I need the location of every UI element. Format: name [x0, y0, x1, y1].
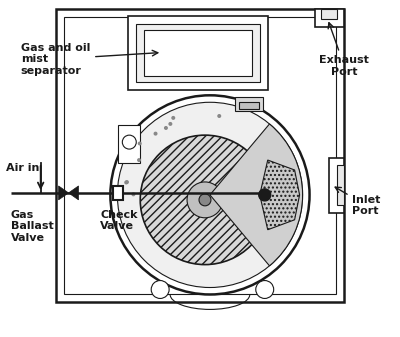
Circle shape [168, 122, 172, 126]
Polygon shape [260, 160, 300, 230]
Text: Air in: Air in [6, 163, 39, 173]
Bar [64, 17, 336, 295]
Bar [136, 24, 260, 82]
Circle shape [122, 135, 136, 149]
Circle shape [154, 132, 158, 135]
Circle shape [132, 192, 136, 196]
Bar [235, 97, 263, 111]
Text: Gas
Ballast
Valve: Gas Ballast Valve [11, 210, 54, 243]
Circle shape [117, 102, 302, 287]
Circle shape [137, 158, 141, 162]
Bar [314, 9, 344, 27]
Bar [144, 30, 252, 76]
Wedge shape [210, 124, 302, 266]
Bar [322, 9, 338, 19]
Text: Gas and oil
mist
separator: Gas and oil mist separator [21, 42, 158, 76]
Circle shape [110, 95, 310, 295]
Circle shape [164, 126, 168, 130]
Circle shape [256, 280, 274, 299]
Circle shape [199, 194, 211, 206]
Polygon shape [58, 186, 68, 200]
Bar [239, 102, 259, 109]
Circle shape [140, 135, 270, 265]
Circle shape [259, 189, 271, 201]
Circle shape [171, 116, 175, 120]
Bar [118, 125, 140, 163]
Text: Exhaust
Port: Exhaust Port [320, 23, 369, 77]
Bar [56, 9, 344, 302]
Bar [330, 158, 344, 213]
Circle shape [138, 142, 142, 146]
Polygon shape [68, 186, 78, 200]
Circle shape [187, 182, 223, 218]
Bar [113, 186, 123, 200]
Text: Inlet
Port: Inlet Port [335, 187, 381, 216]
Circle shape [151, 280, 169, 299]
Circle shape [124, 181, 128, 184]
Circle shape [217, 114, 221, 118]
Bar [338, 165, 344, 205]
Circle shape [125, 180, 129, 184]
Text: Check
Valve: Check Valve [100, 210, 138, 232]
Bar [128, 16, 268, 90]
